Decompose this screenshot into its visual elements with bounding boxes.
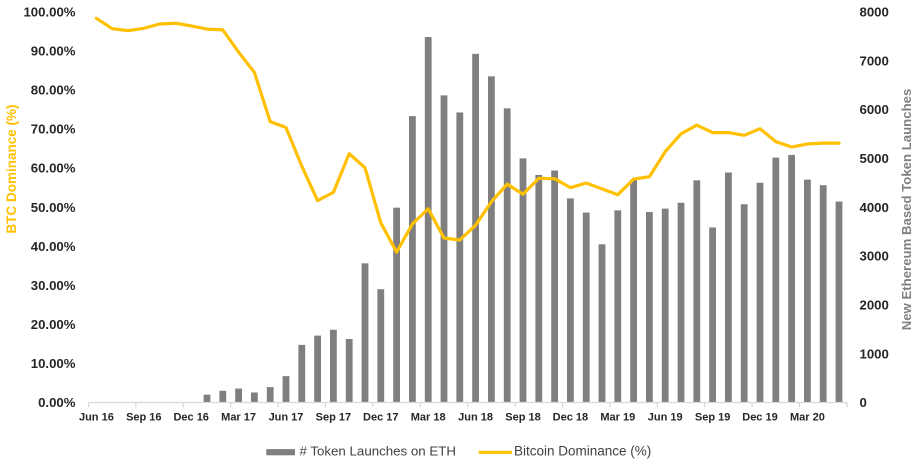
svg-text:Sep 17: Sep 17 <box>316 412 351 424</box>
svg-text:30.00%: 30.00% <box>31 278 76 293</box>
svg-text:70.00%: 70.00% <box>31 122 76 137</box>
svg-text:Sep 16: Sep 16 <box>126 412 161 424</box>
svg-text:Jun 16: Jun 16 <box>79 412 114 424</box>
svg-text:80.00%: 80.00% <box>31 83 76 98</box>
svg-text:2000: 2000 <box>860 297 889 312</box>
svg-text:7000: 7000 <box>860 53 889 68</box>
svg-text:Jun 18: Jun 18 <box>458 412 493 424</box>
svg-text:Mar 20: Mar 20 <box>790 412 825 424</box>
svg-text:6000: 6000 <box>860 102 889 117</box>
svg-text:40.00%: 40.00% <box>31 239 76 254</box>
svg-text:Dec 19: Dec 19 <box>742 412 777 424</box>
svg-text:Mar 17: Mar 17 <box>221 412 256 424</box>
svg-text:Sep 19: Sep 19 <box>695 412 730 424</box>
svg-text:Jun 19: Jun 19 <box>648 412 683 424</box>
svg-text:90.00%: 90.00% <box>31 44 76 59</box>
svg-text:Mar 18: Mar 18 <box>411 412 446 424</box>
svg-text:50.00%: 50.00% <box>31 200 76 215</box>
svg-text:Dec 16: Dec 16 <box>173 412 208 424</box>
svg-text:100.00%: 100.00% <box>23 5 75 20</box>
svg-text:5000: 5000 <box>860 151 889 166</box>
svg-text:New Ethereum Based Token Launc: New Ethereum Based Token Launches <box>899 89 914 331</box>
svg-text:Mar 19: Mar 19 <box>600 412 635 424</box>
svg-text:Dec 17: Dec 17 <box>363 412 398 424</box>
svg-text:1000: 1000 <box>860 346 889 361</box>
svg-text:BTC Dominance (%): BTC Dominance (%) <box>4 104 19 233</box>
svg-text:3000: 3000 <box>860 249 889 264</box>
svg-text:0: 0 <box>860 395 867 410</box>
svg-text:4000: 4000 <box>860 200 889 215</box>
svg-text:0.00%: 0.00% <box>38 395 76 410</box>
svg-text:# Token Launches on ETH: # Token Launches on ETH <box>300 444 456 459</box>
svg-text:20.00%: 20.00% <box>31 317 76 332</box>
svg-text:Jun 17: Jun 17 <box>269 412 304 424</box>
svg-text:10.00%: 10.00% <box>31 356 76 371</box>
svg-text:Sep 18: Sep 18 <box>505 412 540 424</box>
svg-text:8000: 8000 <box>860 4 889 19</box>
svg-text:60.00%: 60.00% <box>31 161 76 176</box>
svg-text:Dec 18: Dec 18 <box>553 412 588 424</box>
svg-text:Bitcoin Dominance (%): Bitcoin Dominance (%) <box>514 444 651 459</box>
